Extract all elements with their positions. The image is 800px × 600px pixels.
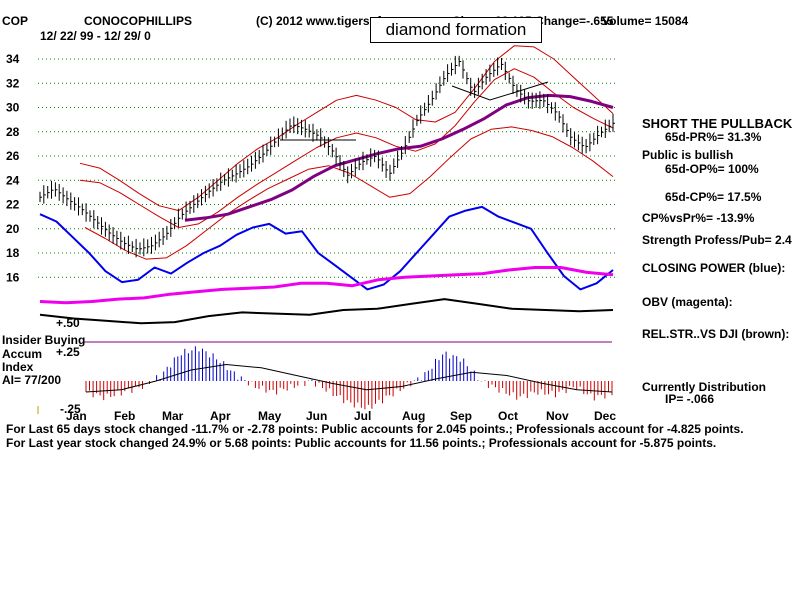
ip-value: IP= -.066 <box>665 392 715 406</box>
rel-strength-label: REL.STR..VS DJI (brown): <box>642 327 790 341</box>
ai-value: AI= 77/200 <box>2 373 62 387</box>
y-tick-16: 16 <box>6 270 20 284</box>
month-label-may: May <box>258 409 282 423</box>
month-labels: Jan Feb Mar Apr May Jun Jul Aug Sep Oct Nov Dec <box>66 409 616 423</box>
month-label-jan: Jan <box>66 409 87 423</box>
distribution-status: Currently Distribution <box>642 380 767 394</box>
company-name: CONOCOPHILLIPS <box>84 14 193 28</box>
month-label-aug: Aug <box>402 409 425 423</box>
strength-stat: Strength Profess/Pub= 2.4 <box>642 233 792 247</box>
footer-line-year: For Last year stock changed 24.9% or 5.6… <box>6 436 717 450</box>
y-tick-30: 30 <box>6 101 20 115</box>
cp65-stat: 65d-CP%= 17.5% <box>665 190 762 204</box>
series-closing-power <box>39 205 614 291</box>
chart-series <box>39 45 614 325</box>
insider-buying-label: Insider Buying <box>2 333 86 347</box>
y-tick-28: 28 <box>6 125 20 139</box>
obv-label: OBV (magenta): <box>642 295 733 309</box>
month-label-oct: Oct <box>498 409 518 423</box>
y-tick-24: 24 <box>6 173 20 187</box>
series-obv <box>39 266 614 305</box>
y-tick-32: 32 <box>6 76 20 90</box>
month-label-dec: Dec <box>594 409 616 423</box>
month-label-jun: Jun <box>306 409 327 423</box>
ai-minus-25: -.25 <box>60 402 81 416</box>
ticker-symbol: COP <box>2 14 29 28</box>
month-label-mar: Mar <box>162 409 184 423</box>
index-label: Index <box>2 360 34 374</box>
series-rel-strength-vs-dji <box>39 298 614 325</box>
month-label-nov: Nov <box>546 409 569 423</box>
y-tick-34: 34 <box>6 52 20 66</box>
footer-line-65d: For Last 65 days stock changed -11.7% or… <box>6 422 744 436</box>
month-label-jul: Jul <box>354 409 371 423</box>
y-tick-22: 22 <box>6 198 20 212</box>
series-lower-band <box>84 126 614 260</box>
y-tick-20: 20 <box>6 222 20 236</box>
date-range: 12/ 22/ 99 - 12/ 29/ 0 <box>40 29 151 43</box>
series-inner-upper <box>79 68 614 228</box>
closing-power-label: CLOSING POWER (blue): <box>642 261 786 275</box>
series-moving-average <box>184 93 614 222</box>
cp-vs-pr-stat: CP%vsPr%= -13.9% <box>642 211 755 225</box>
month-label-apr: Apr <box>210 409 231 423</box>
pr65-stat: 65d-PR%= 31.3% <box>665 130 762 144</box>
y-tick-26: 26 <box>6 149 20 163</box>
month-label-sep: Sep <box>450 409 472 423</box>
month-label-feb: Feb <box>114 409 135 423</box>
price-gridlines <box>38 58 615 278</box>
op65-stat: 65d-OP%= 100% <box>665 162 759 176</box>
y-axis-ticks: 16 18 20 22 24 26 28 30 32 34 <box>6 52 20 284</box>
price-bars <box>39 55 615 258</box>
ai-plus-25: +.25 <box>56 345 80 359</box>
accumulation-index-histogram <box>37 341 613 414</box>
series-upper-band <box>79 45 614 212</box>
y-tick-18: 18 <box>6 246 20 260</box>
public-bullish: Public is bullish <box>642 148 734 162</box>
short-the-pullback: SHORT THE PULLBACK <box>642 116 793 131</box>
ai-moving-average <box>85 363 613 393</box>
ai-plus-50: +.50 <box>56 316 80 330</box>
diamond-formation-callout: diamond formation <box>370 17 542 43</box>
volume: Volume= 15084 <box>602 14 689 28</box>
accum-label: Accum <box>2 347 43 361</box>
